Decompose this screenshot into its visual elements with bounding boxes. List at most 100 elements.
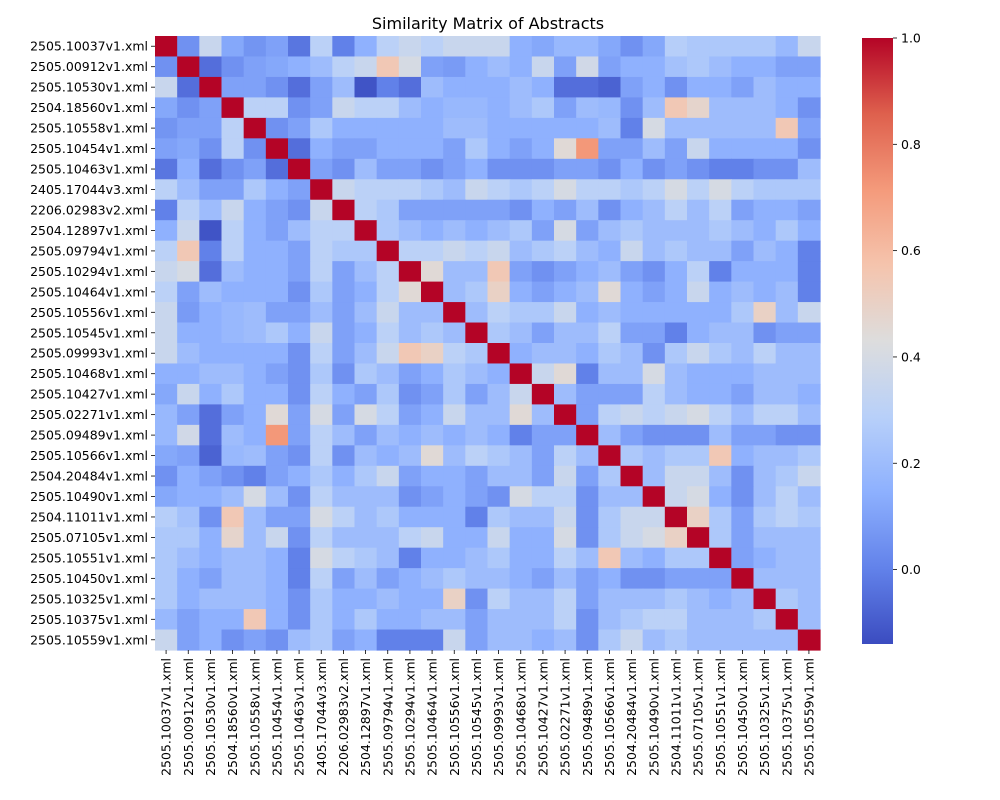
heatmap-cell <box>354 609 378 631</box>
heatmap-cell <box>199 240 223 262</box>
heatmap-cell <box>531 486 555 508</box>
heatmap-cell <box>354 158 378 180</box>
heatmap-cell <box>664 117 688 139</box>
heatmap-cell <box>753 56 777 78</box>
heatmap-cell <box>664 97 688 119</box>
heatmap-cell <box>354 240 378 262</box>
heatmap-cell <box>576 220 599 242</box>
heatmap-cell <box>310 199 333 221</box>
heatmap-cell <box>221 547 245 569</box>
heatmap-cell <box>155 588 178 610</box>
heatmap-cell <box>509 609 533 631</box>
heatmap-cell <box>576 383 599 405</box>
heatmap-cell <box>664 281 688 303</box>
heatmap-cell <box>642 179 666 201</box>
heatmap-cell <box>797 527 821 549</box>
heatmap-cell <box>509 547 533 569</box>
heatmap-cell <box>376 220 400 242</box>
heatmap-cell <box>155 76 178 98</box>
heatmap-cell <box>177 179 200 201</box>
heatmap-cell <box>310 629 333 651</box>
heatmap-cell <box>465 609 489 631</box>
heatmap-cell <box>576 138 599 160</box>
heatmap-cell <box>465 240 489 262</box>
heatmap-cell <box>376 465 400 487</box>
heatmap-cell <box>443 445 466 467</box>
heatmap-cell <box>642 404 666 426</box>
heatmap-cell <box>775 36 799 58</box>
heatmap-cell <box>687 322 710 344</box>
heatmap-cell <box>509 343 533 365</box>
heatmap-cell <box>288 261 311 283</box>
heatmap-cell <box>687 588 710 610</box>
heatmap-cell <box>398 281 422 303</box>
heatmap-cell <box>509 220 533 242</box>
heatmap-cell <box>576 588 599 610</box>
heatmap-cell <box>598 302 622 324</box>
heatmap-cell <box>642 261 666 283</box>
heatmap-cell <box>288 486 311 508</box>
heatmap-cell <box>554 506 577 528</box>
heatmap-cell <box>487 138 511 160</box>
heatmap-cell <box>376 179 400 201</box>
heatmap-cell <box>265 322 289 344</box>
heatmap-cell <box>664 363 688 385</box>
column-tick-label: 2505.09993v1.xml <box>491 658 506 776</box>
heatmap-cell <box>531 629 555 651</box>
heatmap-cell <box>465 568 489 590</box>
heatmap-cell <box>177 568 200 590</box>
heatmap-cell <box>332 76 356 98</box>
heatmap-cell <box>243 568 267 590</box>
row-tick-label: 2505.10556v1.xml <box>30 305 148 320</box>
heatmap-cell <box>155 240 178 262</box>
heatmap-cell <box>709 568 732 590</box>
heatmap-cell <box>554 445 577 467</box>
row-tick-label: 2505.10450v1.xml <box>30 571 148 586</box>
heatmap-cell <box>443 179 466 201</box>
heatmap-cell <box>243 261 267 283</box>
heatmap-cell <box>487 302 511 324</box>
heatmap-cell <box>576 363 599 385</box>
heatmap-cell <box>753 404 777 426</box>
heatmap-cell <box>620 363 644 385</box>
heatmap-cell <box>288 36 311 58</box>
heatmap-cell <box>243 302 267 324</box>
heatmap-cell <box>177 588 200 610</box>
heatmap-cell <box>576 506 599 528</box>
heatmap-cell <box>664 343 688 365</box>
heatmap-cell <box>731 629 755 651</box>
heatmap-cell <box>775 445 799 467</box>
heatmap-cell <box>288 343 311 365</box>
heatmap-cell <box>288 322 311 344</box>
heatmap-cell <box>598 220 622 242</box>
heatmap-cell <box>687 609 710 631</box>
heatmap-cell <box>376 506 400 528</box>
heatmap-cell <box>310 179 333 201</box>
heatmap-cell <box>398 240 422 262</box>
heatmap-cell <box>376 56 400 78</box>
heatmap-cell <box>376 322 400 344</box>
heatmap-cell <box>531 36 555 58</box>
heatmap-cell <box>199 363 223 385</box>
heatmap-cell <box>243 465 267 487</box>
heatmap-cell <box>509 261 533 283</box>
heatmap-cell <box>354 445 378 467</box>
heatmap-cell <box>221 383 245 405</box>
heatmap-cell <box>332 343 356 365</box>
heatmap-cell <box>731 179 755 201</box>
heatmap-cell <box>465 158 489 180</box>
heatmap-cell <box>398 343 422 365</box>
heatmap-cell <box>797 588 821 610</box>
heatmap-cell <box>155 158 178 180</box>
heatmap-cell <box>709 138 732 160</box>
heatmap-cell <box>177 36 200 58</box>
heatmap-cell <box>509 588 533 610</box>
heatmap-cell <box>531 220 555 242</box>
heatmap-cell <box>753 343 777 365</box>
heatmap-cell <box>199 383 223 405</box>
heatmap-cell <box>797 281 821 303</box>
heatmap-cell <box>620 343 644 365</box>
heatmap-cell <box>753 179 777 201</box>
heatmap-cell <box>443 281 466 303</box>
heatmap-cell <box>177 117 200 139</box>
